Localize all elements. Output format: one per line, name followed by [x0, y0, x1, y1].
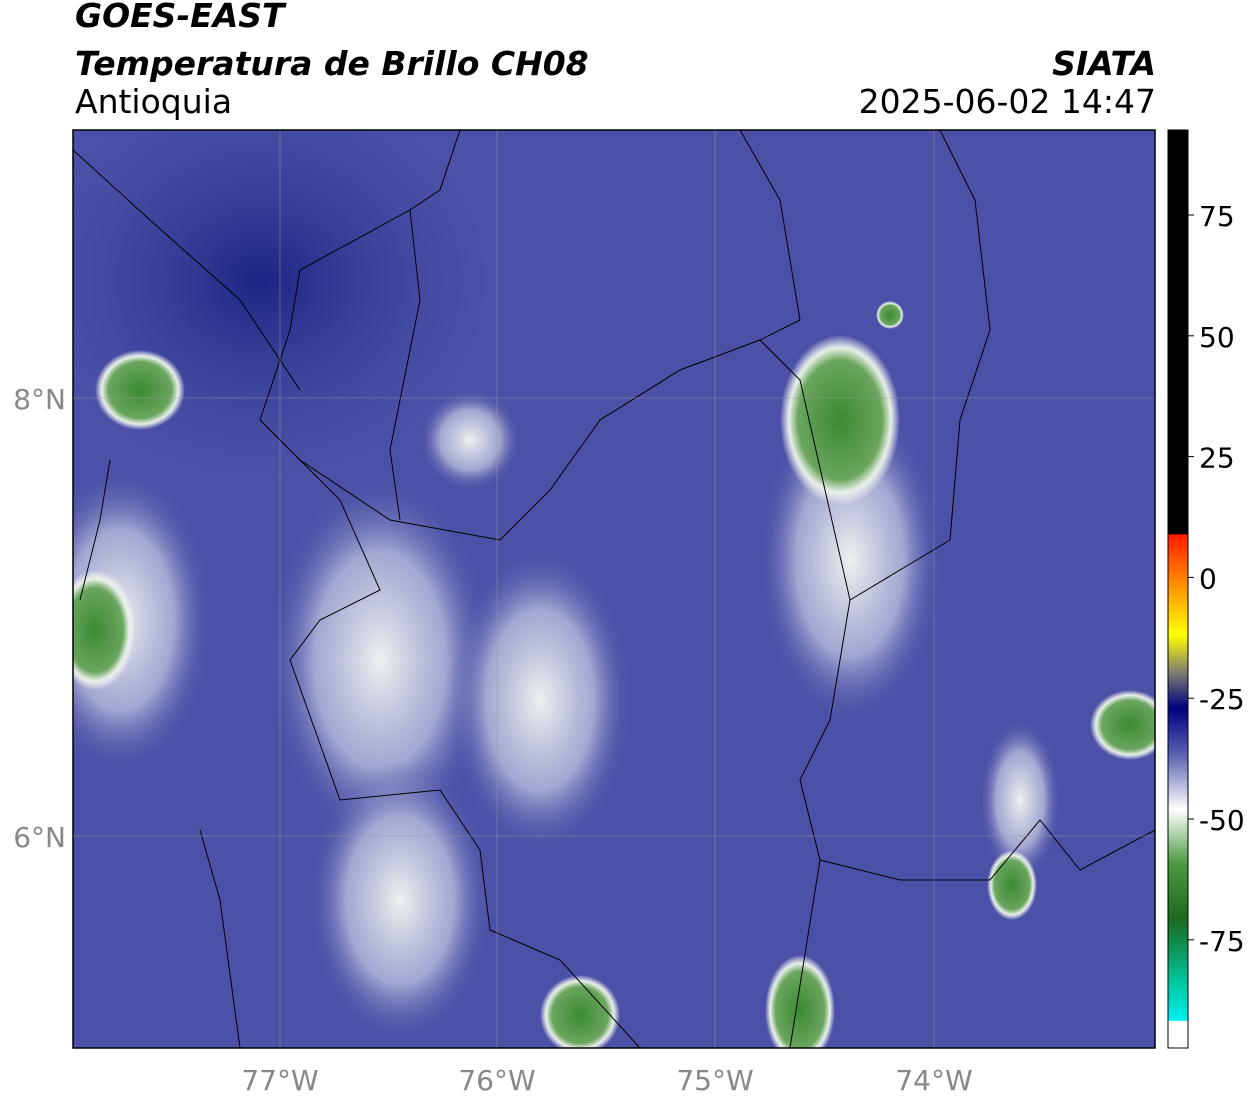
- lat-label: 8°N: [13, 383, 66, 416]
- colorbar-label: 50: [1199, 321, 1235, 354]
- lon-label: 74°W: [895, 1064, 972, 1097]
- colorbar-label: -25: [1199, 683, 1245, 716]
- colorbar-label: 0: [1199, 562, 1217, 595]
- lon-label: 75°W: [676, 1064, 753, 1097]
- title: GOES-EAST: [75, 0, 285, 35]
- lon-label: 77°W: [241, 1064, 318, 1097]
- colorbar-label: 25: [1199, 442, 1235, 475]
- source: SIATA: [1052, 44, 1156, 83]
- subtitle: Temperatura de Brillo CH08: [75, 44, 589, 83]
- lat-label: 6°N: [13, 821, 66, 854]
- region: Antioquia: [75, 82, 233, 121]
- lon-label: 76°W: [458, 1064, 535, 1097]
- colorbar-label: -50: [1199, 804, 1245, 837]
- colorbar-label: -75: [1199, 925, 1245, 958]
- colorbar-label: 75: [1199, 200, 1235, 233]
- timestamp: 2025-06-02 14:47: [858, 82, 1156, 121]
